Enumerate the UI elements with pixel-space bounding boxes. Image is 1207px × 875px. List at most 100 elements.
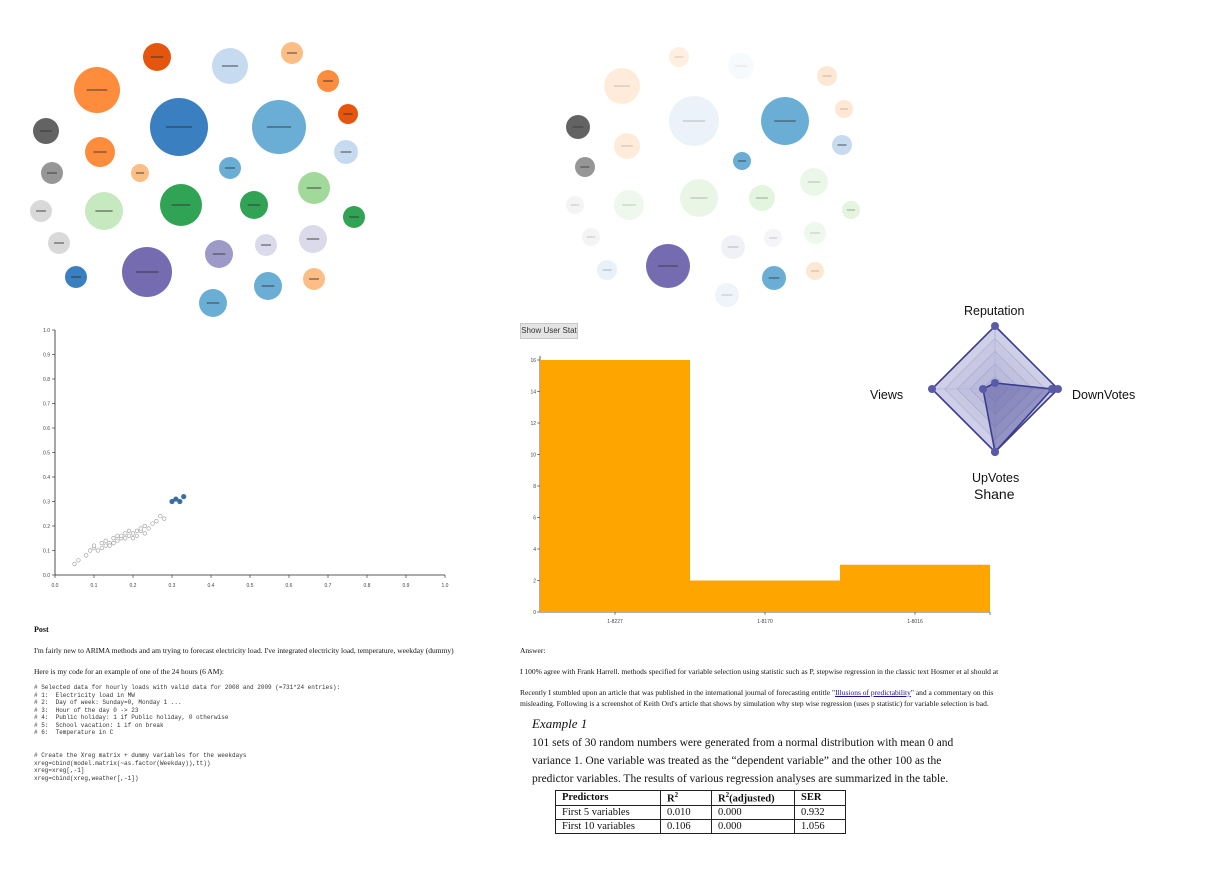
bubble-node[interactable] [604, 68, 640, 104]
bubble-label [586, 236, 596, 238]
hist-y-tick-label: 2 [533, 579, 536, 585]
bubble-label [721, 294, 733, 296]
bubble-label [756, 197, 768, 199]
bubble-label [690, 197, 708, 199]
bubble-label [621, 145, 633, 147]
bubble-node[interactable] [764, 229, 782, 247]
bubble-label [810, 232, 820, 234]
table-cell: 0.932 [794, 804, 846, 820]
bubble-node[interactable] [582, 228, 600, 246]
bubble-label [247, 204, 261, 206]
scatter-point [76, 558, 81, 563]
bubble-label [727, 246, 739, 248]
bubble-label [837, 144, 847, 146]
bubble-node[interactable] [800, 168, 828, 196]
bubble-label [71, 276, 81, 278]
x-tick-label: 0.0 [52, 583, 59, 589]
bubble-label [774, 120, 796, 122]
post-code-block-1: # Selected data for hourly loads with va… [34, 684, 341, 736]
bubble-label [602, 269, 612, 271]
bubble-label [822, 75, 832, 77]
scatter-point [138, 526, 143, 531]
bubble-label [225, 167, 235, 169]
radar-point [979, 385, 987, 393]
table-cell: 0.010 [660, 804, 712, 820]
bubble-node[interactable] [721, 235, 745, 259]
y-tick-label: 0.0 [43, 573, 50, 579]
bubble-node[interactable] [614, 133, 640, 159]
example-title: Example 1 [532, 716, 588, 731]
bubble-label [580, 166, 590, 168]
bubble-label [735, 65, 747, 67]
answer-paragraph-2: Recently I stumbled upon an article that… [520, 688, 1040, 698]
bubble-node[interactable] [566, 196, 584, 214]
bubble-label [171, 204, 191, 206]
bubble-chart-left[interactable] [30, 42, 365, 317]
bubble-node[interactable] [669, 96, 719, 146]
hist-x-tick-label: 1-8170 [757, 619, 773, 625]
scatter-point [154, 518, 159, 524]
radar-point [991, 322, 999, 330]
bubble-label [309, 278, 319, 280]
x-tick-label: 1.0 [442, 583, 449, 589]
bubble-node[interactable] [806, 262, 824, 280]
scatter-point [111, 541, 116, 546]
scatter-plot: 0.0 0.1 0.2 0.3 0.4 0.5 0.6 0.7 0.8 0.9 1.0 0.0 0.1 0… [43, 328, 449, 589]
radar-point [991, 448, 999, 456]
bubble-node[interactable] [597, 260, 617, 280]
x-tick-label: 0.6 [286, 583, 293, 589]
table-cell: First 10 variables [555, 818, 661, 834]
scatter-point [162, 516, 167, 521]
bubble-chart-right[interactable] [566, 47, 860, 307]
bubble-label [343, 113, 353, 115]
post-code-intro: Here is my code for an example of one of… [34, 667, 224, 676]
hist-y-tick-label: 8 [533, 484, 536, 490]
bubble-label [40, 130, 52, 132]
y-tick-label: 0.8 [43, 377, 50, 383]
radar-point [1048, 385, 1056, 393]
bubble-node[interactable] [835, 100, 853, 118]
bubble-label [47, 172, 57, 174]
table-cell: 0.000 [711, 818, 795, 834]
bubble-node[interactable] [749, 185, 775, 211]
bubble-node[interactable] [715, 283, 739, 307]
bubble-node[interactable] [614, 190, 644, 220]
bubble-node[interactable] [680, 179, 718, 217]
bubble-label [266, 126, 292, 128]
bubble-node[interactable] [804, 222, 826, 244]
bubble-label [613, 85, 631, 87]
bubble-node[interactable] [842, 201, 860, 219]
bubble-label [86, 89, 108, 91]
scatter-point-highlight [177, 498, 183, 505]
bubble-label [810, 270, 820, 272]
scatter-point [123, 536, 128, 541]
scatter-point [84, 553, 89, 558]
y-tick-label: 0.9 [43, 353, 50, 359]
table-cell: 1.056 [794, 818, 846, 834]
bubble-node[interactable] [817, 66, 837, 86]
bubble-label [212, 253, 226, 255]
scatter-point [103, 538, 108, 543]
scatter-point [72, 561, 77, 567]
hist-y-tick-label: 14 [530, 390, 536, 396]
scatter-point [99, 541, 104, 546]
bubble-node[interactable] [728, 53, 754, 79]
show-user-stat-button[interactable]: Show User Stat [520, 323, 578, 339]
bubble-label [737, 160, 747, 162]
y-tick-label: 0.5 [43, 451, 50, 457]
scatter-point [142, 523, 147, 529]
scatter-point [158, 514, 163, 519]
radar-series-inner [982, 382, 1054, 454]
illusions-of-predictability-link[interactable]: Illusions of predictability [835, 688, 911, 697]
table-header-row: Predictors R2 R2(adjusted) SER [555, 790, 846, 806]
post-heading: Post [34, 625, 49, 634]
radar-axis-label-upvotes: UpVotes [972, 471, 1020, 485]
bubble-label [570, 204, 580, 206]
table-row: First 10 variables 0.106 0.000 1.056 [555, 818, 846, 834]
radar-axis-label-reputation: Reputation [964, 304, 1025, 318]
hist-y-tick-label: 12 [530, 421, 536, 427]
bubble-node[interactable] [669, 47, 689, 67]
bubble-label [323, 80, 333, 82]
bubble-label [135, 172, 145, 174]
y-tick-label: 0.2 [43, 524, 50, 530]
